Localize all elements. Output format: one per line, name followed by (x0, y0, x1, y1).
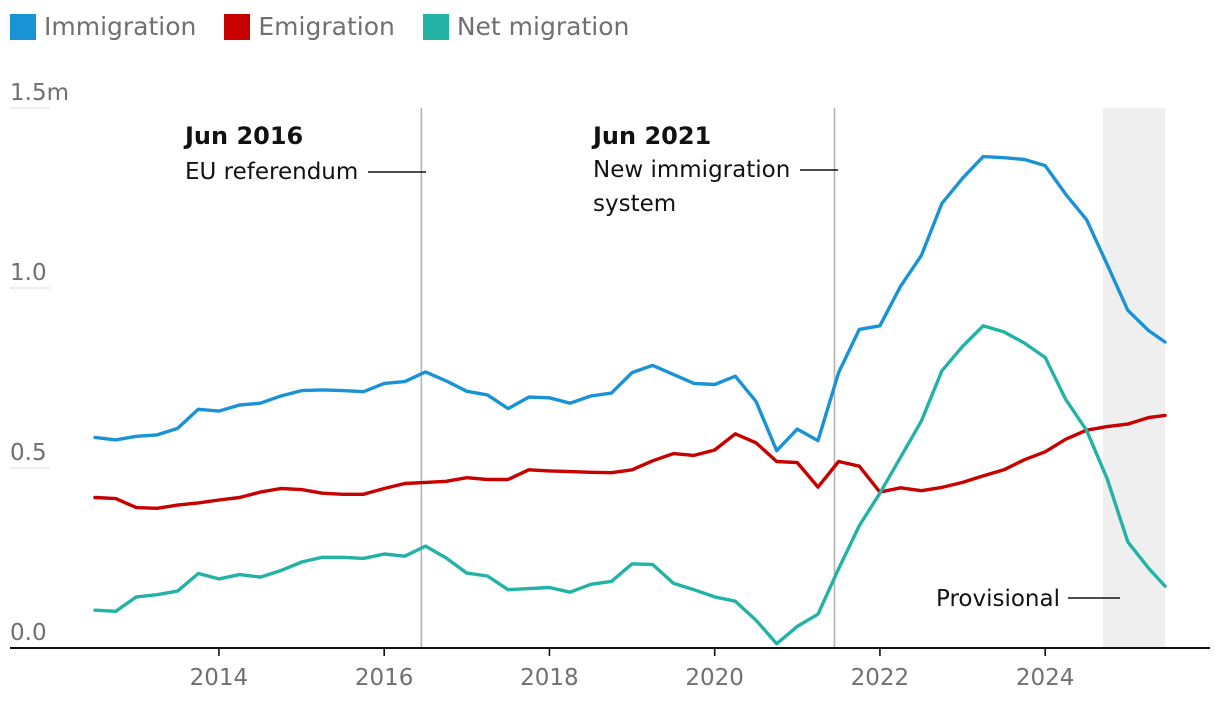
y-tick-label: 0.5 (10, 440, 47, 466)
annotation-ref2-line2: system (593, 191, 676, 217)
annotation-ref2-date: Jun 2021 (591, 122, 711, 150)
annotations: Jun 2016 EU referendum Jun 2021 New immi… (183, 122, 1120, 612)
annotation-ref1-date: Jun 2016 (183, 122, 303, 150)
legend-label-emigration: Emigration (258, 12, 395, 41)
legend-swatch-net-migration (422, 13, 449, 40)
y-tick-label: 0.0 (10, 620, 47, 646)
reference-lines (420, 108, 836, 648)
provisional-shade-layer (1103, 108, 1165, 648)
series-line-immigration (93, 154, 1167, 453)
legend: Immigration Emigration Net migration (10, 12, 629, 41)
x-tick-label: 2016 (355, 665, 414, 691)
annotation-ref2-line1: New immigration (593, 157, 790, 183)
legend-label-immigration: Immigration (44, 12, 197, 41)
x-tick-label: 2022 (851, 665, 910, 691)
legend-item-net-migration[interactable]: Net migration (422, 12, 630, 41)
annotation-provisional: Provisional (936, 586, 1060, 612)
series-line-net (93, 324, 1167, 646)
legend-item-immigration[interactable]: Immigration (10, 12, 196, 41)
gridlines: 0.0 0.5 1.0 1.5m (10, 80, 69, 646)
y-tick-label: 1.5m (10, 80, 69, 106)
legend-item-emigration[interactable]: Emigration (224, 12, 395, 41)
provisional-shade (1103, 108, 1165, 648)
legend-swatch-emigration (224, 13, 251, 40)
legend-label-net-migration: Net migration (456, 12, 630, 41)
x-tick-label: 2024 (1016, 665, 1075, 691)
legend-swatch-immigration (10, 13, 36, 40)
x-tick-label: 2014 (190, 665, 249, 691)
y-tick-label: 1.0 (10, 260, 47, 286)
series-lines (93, 154, 1167, 646)
axes: 2014 2016 2018 2020 2022 2024 (10, 647, 1210, 691)
x-tick-label: 2018 (520, 665, 579, 691)
annotation-ref1-label: EU referendum (185, 159, 358, 185)
x-tick-label: 2020 (685, 665, 744, 691)
series-line-emigration (93, 413, 1167, 510)
